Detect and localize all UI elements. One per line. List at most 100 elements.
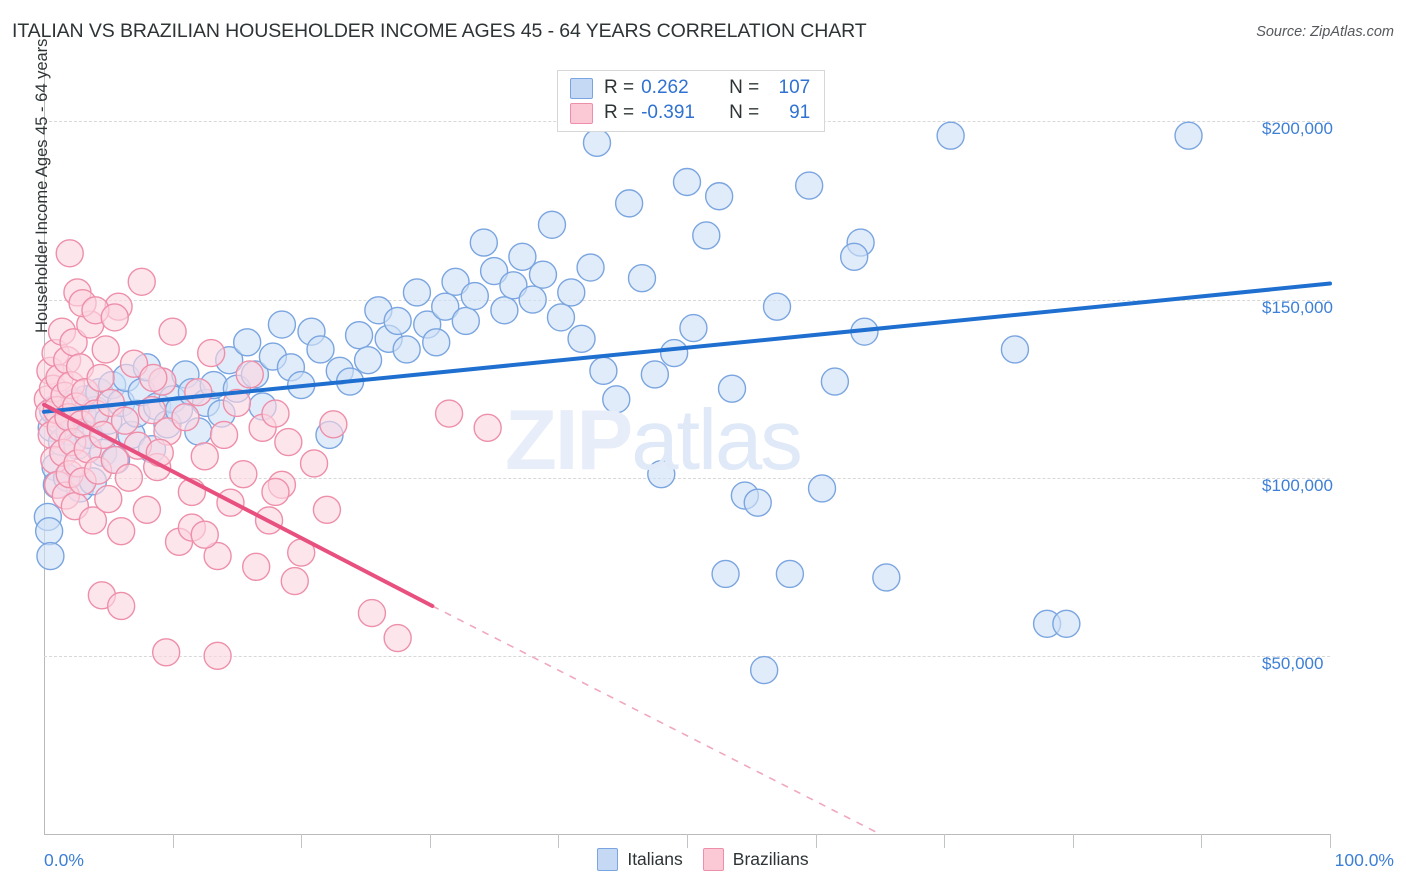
data-point <box>820 367 850 396</box>
x-tick-60 <box>815 834 817 848</box>
data-point <box>872 563 901 592</box>
data-point <box>711 559 740 589</box>
legend-item-italians[interactable]: Italians <box>597 848 683 871</box>
data-point <box>473 413 502 443</box>
data-point <box>139 363 168 393</box>
data-point <box>114 463 144 492</box>
y-tick-label-100000: $100,000 <box>1262 475 1333 495</box>
data-point <box>353 345 383 375</box>
data-point <box>106 516 136 546</box>
data-point <box>441 267 470 296</box>
data-point <box>402 278 432 307</box>
brazilians-legend-swatch-icon <box>702 848 724 871</box>
legend-item-brazilians[interactable]: Brazilians <box>702 848 809 871</box>
data-point <box>184 378 213 407</box>
data-point <box>106 591 136 621</box>
data-point <box>229 459 258 489</box>
data-point <box>499 271 528 300</box>
data-point <box>94 484 123 514</box>
data-point <box>647 459 676 489</box>
data-point <box>383 623 412 653</box>
data-point <box>267 310 297 339</box>
data-point <box>537 210 567 239</box>
data-point <box>78 506 108 535</box>
data-point <box>261 477 290 507</box>
data-point <box>659 338 689 368</box>
data-point <box>235 360 264 389</box>
data-point <box>274 427 303 457</box>
gridline-100000 <box>44 477 1330 479</box>
data-point <box>306 335 335 364</box>
data-point <box>383 306 412 336</box>
x-tick-20 <box>301 834 303 848</box>
data-point <box>222 388 252 418</box>
data-point <box>434 399 464 428</box>
brazilians-legend-label: Brazilians <box>732 849 809 869</box>
italians-n-value: 107 <box>778 77 811 98</box>
italians-swatch-icon <box>570 77 593 99</box>
data-point <box>196 338 226 368</box>
data-point <box>158 317 187 346</box>
data-point <box>431 292 460 321</box>
data-point <box>319 410 348 439</box>
series-points-brazilians <box>33 239 502 671</box>
data-point <box>132 495 162 524</box>
data-point <box>528 260 558 289</box>
data-point <box>55 239 84 268</box>
source-attribution: Source: ZipAtlas.com <box>1256 24 1394 40</box>
x-tick-30 <box>429 834 431 848</box>
data-point <box>344 321 374 350</box>
trendline-brazilians <box>42 402 435 608</box>
data-point <box>576 253 605 282</box>
data-point <box>312 495 342 524</box>
data-point <box>704 182 734 211</box>
data-point <box>190 520 219 549</box>
data-point <box>794 171 824 200</box>
data-point <box>280 566 309 596</box>
data-point <box>582 128 612 158</box>
x-tick-90 <box>1201 834 1203 848</box>
data-point <box>145 438 174 467</box>
data-point <box>627 264 657 293</box>
y-axis-title: Householder Income Ages 45 - 64 years <box>33 38 51 333</box>
data-point <box>203 541 232 571</box>
data-point <box>936 121 965 150</box>
y-tick-label-200000: $200,000 <box>1262 119 1333 139</box>
data-point <box>640 360 670 389</box>
italians-r-value: 0.262 <box>641 77 689 98</box>
plot-area: Householder Income Ages 45 - 64 years <box>33 39 1332 848</box>
data-point <box>190 442 219 471</box>
italians-legend-label: Italians <box>627 849 683 869</box>
data-point <box>1174 121 1203 150</box>
data-point <box>717 374 747 403</box>
data-point <box>151 638 181 667</box>
data-point <box>34 516 64 546</box>
data-point <box>203 641 232 671</box>
data-point <box>299 449 329 478</box>
data-point <box>672 167 702 197</box>
x-tick-40 <box>558 834 560 848</box>
data-point <box>614 189 644 218</box>
x-tick-80 <box>1072 834 1074 848</box>
data-point <box>775 559 805 589</box>
data-point <box>762 292 792 321</box>
x-tick-100 <box>1330 834 1331 848</box>
data-point <box>241 552 271 581</box>
x-tick-50 <box>687 834 688 848</box>
data-point <box>460 281 490 311</box>
data-point <box>479 256 509 286</box>
trendline-italians <box>42 281 1332 414</box>
italians-n-label: N = <box>729 77 760 98</box>
stats-row-italians: R = 0.262 N = 107 <box>570 77 810 99</box>
data-point <box>392 335 421 364</box>
data-point <box>127 267 156 296</box>
italians-legend-swatch-icon <box>597 848 619 871</box>
data-point <box>110 406 140 435</box>
x-tick-10 <box>172 834 174 848</box>
y-tick-label-50000: $50,000 <box>1262 653 1324 673</box>
data-point <box>546 303 576 332</box>
data-point <box>91 335 120 364</box>
x-tick-70 <box>944 834 946 848</box>
italians-r-label: R = <box>604 77 635 98</box>
